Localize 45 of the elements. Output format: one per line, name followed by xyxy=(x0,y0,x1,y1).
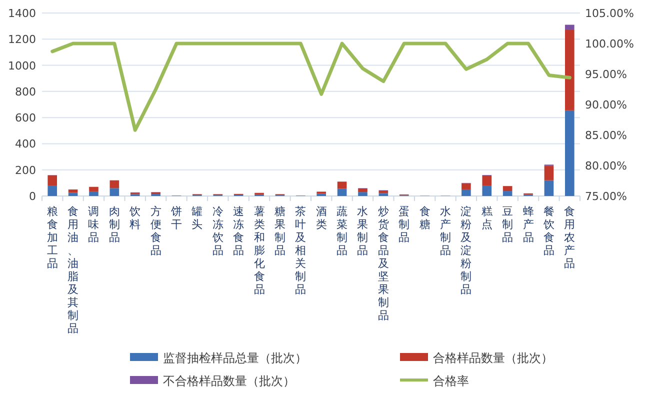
category-label: 食用油、油脂及其制品 xyxy=(68,205,79,335)
x-tick-label: 茶叶及相关制品 xyxy=(295,205,306,296)
x-tick-label: 淀粉及淀粉制品 xyxy=(460,205,472,296)
y2-tick-label: 75.00% xyxy=(585,190,627,203)
x-tick-label: 罐头 xyxy=(192,205,203,231)
y-tick-label: 800 xyxy=(15,85,36,98)
legend-label: 合格率 xyxy=(433,374,469,388)
y-tick-label: 1200 xyxy=(8,33,36,46)
x-tick-label: 蜂产品 xyxy=(522,205,534,244)
x-tick-label: 餐饮食品 xyxy=(542,205,554,257)
x-tick-label: 糖果制品 xyxy=(274,205,286,257)
category-label: 炒货食品及坚果制品 xyxy=(378,205,389,322)
x-tick-label: 蛋制品 xyxy=(398,205,410,244)
x-tick-label: 调味品 xyxy=(88,205,100,244)
x-tick-label: 速冻食品 xyxy=(233,205,244,257)
y2-tick-label: 80.00% xyxy=(585,160,627,172)
x-tick-label: 饮料 xyxy=(128,205,141,231)
x-tick-label: 方便食品 xyxy=(150,205,162,257)
y-tick-label: 400 xyxy=(15,138,36,151)
y2-tick-label: 100.00% xyxy=(585,38,634,50)
legend-label: 不合格样品数量（批次） xyxy=(163,374,295,388)
y-tick-label: 1000 xyxy=(8,59,36,72)
y2-tick-label: 90.00% xyxy=(585,98,627,112)
y2-tick-label: 105.00% xyxy=(585,7,634,20)
x-tick-label: 食用农产品 xyxy=(564,205,576,270)
y2-tick-label: 85.00% xyxy=(585,129,627,142)
x-tick-label: 饼干 xyxy=(170,205,182,231)
legend-label: 合格样品数量（批次） xyxy=(433,351,553,365)
legend-label: 监督抽检样品总量（批次） xyxy=(163,351,307,365)
y-tick-label: 1400 xyxy=(8,7,36,20)
x-tick-label: 粮食加工品 xyxy=(46,205,58,270)
x-tick-label: 肉制品 xyxy=(108,205,120,244)
x-tick-label: 糕点 xyxy=(481,205,492,231)
y-tick-label: 0 xyxy=(29,190,36,203)
x-tick-label: 水果制品 xyxy=(357,205,368,257)
y-tick-label: 600 xyxy=(15,112,36,125)
x-tick-label: 冷冻饮品 xyxy=(211,205,224,257)
x-tick-label: 薯类和膨化食品 xyxy=(254,205,265,296)
x-tick-label: 水产制品 xyxy=(440,205,451,257)
x-tick-label: 蔬菜制品 xyxy=(336,205,348,257)
x-tick-label: 豆制品 xyxy=(502,205,514,244)
y-tick-label: 200 xyxy=(15,164,36,177)
x-tick-label: 食糖 xyxy=(419,205,430,231)
y2-tick-label: 95.00% xyxy=(585,68,627,81)
x-tick-label: 酒类 xyxy=(316,205,327,231)
